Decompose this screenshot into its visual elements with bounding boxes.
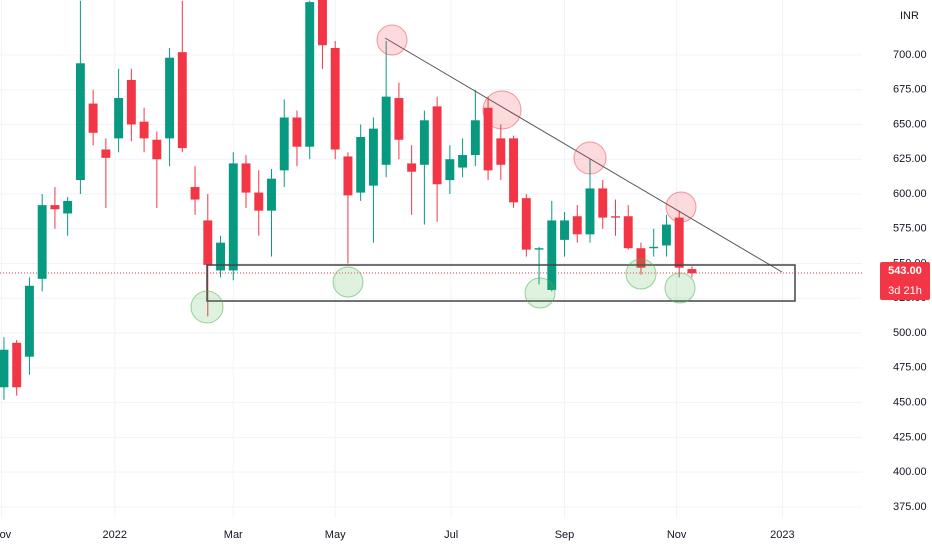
candle-body [445,159,455,181]
candle-body [0,349,9,388]
candle-body [458,155,468,168]
annotations [190,24,796,324]
candle-body [305,2,315,147]
y-tick-label: 400.00 [893,466,927,478]
candle-body [126,79,136,125]
candle-body [560,220,569,240]
candle-body [241,163,251,193]
y-tick-label: 675.00 [893,84,927,96]
candle-body [407,163,417,172]
candle-body [267,178,276,211]
candle-body [63,200,73,214]
candle-body [547,220,557,290]
support-circle [625,258,657,290]
candle-body [139,121,149,139]
resistance-circle [573,141,607,175]
currency-label: INR [900,10,919,22]
price-label: 543.00 [888,265,922,277]
candle-body [88,103,98,133]
candle-body [190,187,200,200]
candle-body [330,47,340,150]
candles [0,0,697,400]
x-tick-label: Jul [444,529,458,541]
axes: 375.00400.00425.00450.00475.00500.00525.… [0,49,927,541]
candle-body [279,117,289,171]
candle-body [228,163,238,271]
y-tick-label: 575.00 [893,223,927,235]
y-tick-label: 500.00 [893,327,927,339]
candle-body [572,216,582,235]
candle-body [534,248,544,250]
candle-body [101,149,111,158]
x-tick-label: Nov [0,529,12,541]
candle-body [203,220,213,265]
candle-body [521,198,531,250]
countdown: 3d 21h [888,285,922,297]
y-tick-label: 425.00 [893,431,927,443]
candle-body [254,192,264,211]
trend-line [384,37,783,273]
x-tick-label: Sep [555,529,575,541]
candle-body [611,216,620,218]
support-circle [524,277,556,309]
candle-body [152,139,162,160]
candle-body [37,205,47,279]
candle-body [496,138,506,165]
resistance-circle [665,191,697,223]
candle-body [419,120,429,165]
candle-body [585,188,595,235]
candle-body [598,188,608,218]
resistance-circle [376,24,408,56]
candle-body [509,138,519,203]
y-tick-label: 475.00 [893,362,927,374]
price-tag [880,262,930,300]
candle-body [356,136,366,193]
candle-body [687,269,697,274]
candle-body [661,224,671,246]
x-tick-label: Nov [667,529,687,541]
candle-body [368,128,378,186]
resistance-circle [482,90,522,130]
x-tick-label: 2022 [103,529,127,541]
candle-body [177,52,187,149]
candle-body [165,57,175,139]
candle-body [470,120,480,156]
candle-body [50,205,60,210]
candle-body [24,285,34,357]
y-tick-label: 700.00 [893,49,927,61]
candle-body [317,0,327,46]
support-circle [190,290,224,324]
x-tick-label: 2023 [770,529,794,541]
candle-body [216,242,225,271]
y-tick-label: 650.00 [893,118,927,130]
support-circle [332,266,364,298]
candle-body [636,248,646,268]
x-tick-label: Mar [224,529,243,541]
y-tick-label: 450.00 [893,396,927,408]
candle-body [343,156,353,196]
candle-body [649,246,659,249]
candle-body [394,98,404,140]
candle-body [623,216,633,249]
support-circle [664,272,696,304]
y-tick-label: 600.00 [893,188,927,200]
candle-body [114,98,124,139]
y-tick-label: 375.00 [893,501,927,513]
candle-body [75,63,85,181]
candle-body [381,96,391,165]
candle-body [483,107,493,171]
candle-body [12,342,22,388]
support-zone [206,264,796,302]
candle-body [432,106,442,185]
candle-body [674,217,684,268]
y-tick-label: 625.00 [893,153,927,165]
candle-body [292,117,302,147]
x-tick-label: May [325,529,346,541]
